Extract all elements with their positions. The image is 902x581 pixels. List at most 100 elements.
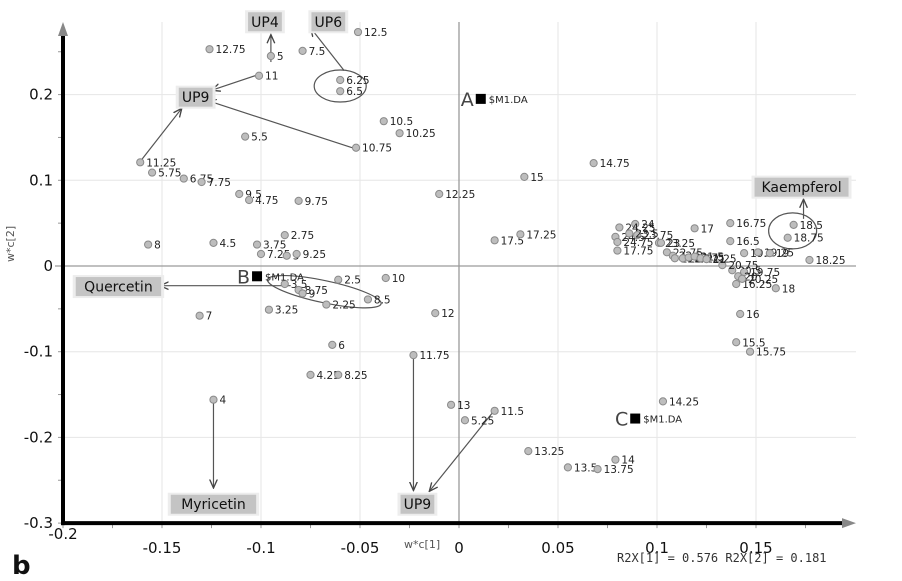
data-point: 3.5 (280, 279, 308, 291)
x-axis-label: w*c[1] (404, 538, 440, 551)
arrow-11.25-to-up9 (139, 108, 182, 162)
data-point: 24.75 (613, 237, 653, 249)
data-point: 6.25 (336, 75, 370, 87)
point-label: 19.75 (750, 267, 780, 279)
data-point: 12 (431, 308, 455, 320)
data-point: 20 (734, 271, 758, 283)
point-marker (379, 117, 388, 126)
data-point: 9.25 (292, 249, 326, 261)
annotation-box (311, 12, 346, 32)
square-marker-icon (630, 413, 641, 424)
point-marker (292, 249, 301, 259)
data-point: 20.75 (718, 260, 758, 272)
data-point: 11.5 (490, 406, 524, 418)
grid (55, 22, 856, 524)
point-marker (736, 309, 745, 319)
point-label: 10 (392, 273, 405, 285)
point-label: 18.5 (800, 220, 823, 232)
annotation-up9: UP9 (397, 492, 438, 516)
point-label: 2.5 (344, 275, 361, 287)
point-marker (738, 274, 747, 283)
point-label: 7.5 (309, 46, 326, 58)
data-point: 19 (765, 248, 789, 260)
data-point: 6 (328, 340, 345, 352)
point-marker (431, 309, 440, 318)
point-label: 23 (667, 238, 680, 250)
data-point: 21.25 (696, 253, 737, 265)
point-label: 16.5 (736, 236, 759, 248)
data-point: 7.75 (197, 177, 231, 189)
point-label: 15 (530, 172, 543, 184)
data-point: 2.75 (280, 230, 314, 242)
y-axis-arrow-icon (58, 22, 68, 36)
data-point: 12.5 (353, 27, 387, 39)
arrow-to-up6 (311, 28, 345, 71)
point-label: 12.5 (364, 27, 387, 39)
point-marker (280, 231, 289, 240)
annotation-label: UP4 (251, 15, 279, 31)
x-tick-label: 0.05 (541, 539, 574, 557)
data-point: 19.75 (740, 267, 780, 279)
data-point: 5 (266, 51, 284, 63)
point-label: 20 (744, 271, 757, 283)
r2x-footer: R2X[1] = 0.576 R2X[2] = 0.181 (617, 551, 827, 565)
data-point: 13.75 (593, 464, 634, 476)
point-marker (732, 279, 741, 289)
data-point: 11.75 (409, 350, 450, 362)
point-marker (209, 238, 218, 247)
annotation-label: UP9 (404, 497, 432, 513)
data-point: 14.25 (658, 396, 699, 408)
data-point: 11.25 (136, 157, 176, 169)
data-point: 18.5 (789, 220, 823, 232)
point-marker (148, 168, 157, 177)
annotation-box (248, 12, 282, 32)
square-marker-icon (475, 93, 486, 104)
point-label: 13.75 (604, 464, 634, 476)
point-marker (745, 347, 755, 356)
ellipse-b-cluster (266, 274, 382, 309)
point-marker (209, 395, 218, 404)
point-label: 21.25 (707, 253, 737, 265)
point-label: 12.25 (445, 189, 475, 201)
point-label: 20.25 (748, 274, 778, 286)
point-marker (256, 249, 266, 259)
class-letter: C (615, 409, 628, 431)
point-marker (266, 51, 275, 61)
data-point: 15.5 (732, 337, 766, 349)
data-point: 10 (381, 273, 405, 285)
x-tick-label: 0.15 (739, 539, 772, 557)
point-marker (732, 338, 741, 347)
point-marker (625, 229, 634, 238)
point-label: 3.25 (275, 305, 298, 317)
point-label: 4.5 (219, 238, 236, 250)
point-marker (563, 463, 573, 472)
point-marker (252, 240, 262, 249)
annotation-kaempferol: Kaempferol (751, 175, 852, 199)
point-marker (726, 237, 735, 246)
point-marker (235, 189, 244, 199)
data-point: 7 (195, 311, 212, 323)
data-point: 16 (736, 309, 760, 321)
point-marker (726, 219, 735, 228)
point-marker (516, 230, 525, 239)
point-label: 5 (277, 51, 284, 63)
data-point: 17.25 (516, 229, 556, 241)
point-label: 14.75 (600, 158, 630, 170)
data-point: 16.5 (726, 236, 760, 248)
point-marker (771, 284, 780, 293)
y-tick-label: 0.2 (29, 86, 53, 104)
point-label: 16.75 (736, 218, 766, 230)
point-label: 3.5 (291, 279, 308, 291)
point-label: 2.75 (291, 230, 314, 242)
data-point: 10.25 (395, 128, 436, 140)
arrow-10.75-to-up9 (208, 101, 353, 149)
point-marker (144, 240, 153, 249)
point-marker (264, 305, 274, 314)
data-point: 3.75 (252, 240, 286, 252)
point-marker (615, 223, 624, 232)
x-tick-label: 0 (454, 539, 464, 557)
data-point: 4.5 (209, 238, 236, 250)
data-point: 17.5 (490, 235, 524, 247)
point-label: 9.25 (303, 249, 326, 261)
